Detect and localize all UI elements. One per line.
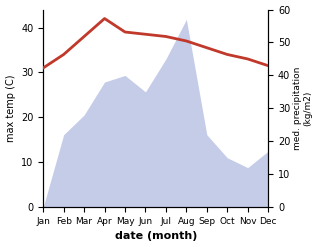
Y-axis label: med. precipitation
(kg/m2): med. precipitation (kg/m2) [293, 67, 313, 150]
Y-axis label: max temp (C): max temp (C) [5, 75, 16, 142]
X-axis label: date (month): date (month) [114, 231, 197, 242]
